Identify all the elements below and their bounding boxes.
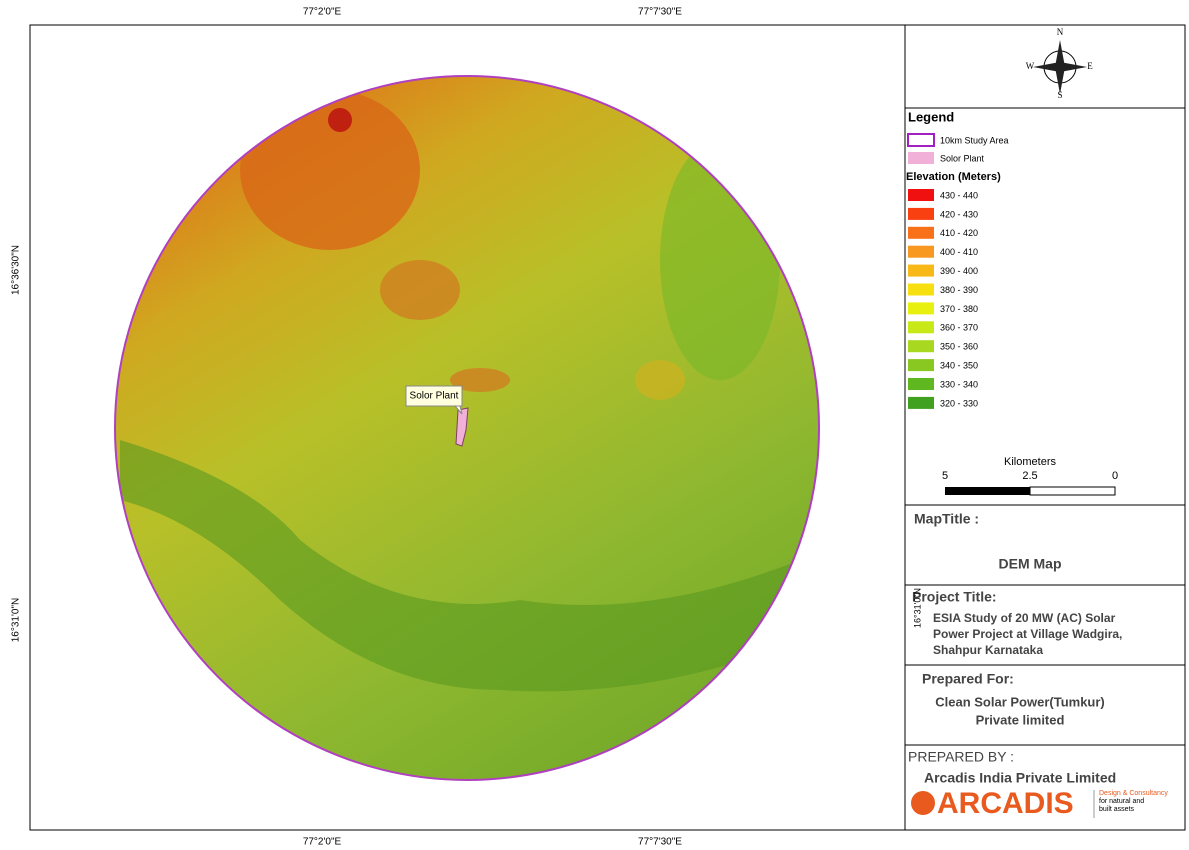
logo-tagline: Design & Consultancy bbox=[1099, 790, 1168, 797]
legend-label: 330 - 340 bbox=[940, 379, 978, 389]
client-line: Clean Solar Power(Tumkur) bbox=[935, 694, 1105, 709]
client-line: Private limited bbox=[976, 712, 1065, 727]
legend-swatch bbox=[908, 189, 934, 201]
scale-bar bbox=[1029, 486, 1116, 496]
callout-pointer bbox=[453, 405, 463, 415]
plant-label: Solor Plant bbox=[410, 391, 459, 402]
legend-swatch bbox=[908, 245, 934, 258]
legend-title: Legend bbox=[908, 109, 954, 124]
legend-subtitle: Elevation (Meters) bbox=[906, 171, 1001, 183]
legend-swatch bbox=[908, 378, 934, 390]
coord-label: 16°31'0"N bbox=[912, 588, 922, 628]
coord-label: 77°2'0"E bbox=[303, 837, 342, 848]
coord-label: 77°2'0"E bbox=[303, 7, 342, 18]
logo-mark bbox=[911, 791, 935, 815]
panel bbox=[904, 24, 1186, 831]
section-heading: PREPARED BY : bbox=[908, 749, 1014, 765]
legend-swatch bbox=[908, 264, 934, 277]
legend-label: 350 - 360 bbox=[940, 342, 978, 352]
legend-label: 370 - 380 bbox=[940, 304, 978, 314]
map-title: DEM Map bbox=[999, 556, 1062, 572]
legend-label: 420 - 430 bbox=[940, 209, 978, 219]
legend-label: 360 - 370 bbox=[940, 323, 978, 333]
section-heading: Prepared For: bbox=[922, 671, 1014, 687]
compass-letter: S bbox=[1057, 90, 1062, 100]
coord-label: 77°7'30"E bbox=[638, 7, 682, 18]
legend-swatch bbox=[908, 340, 934, 353]
solar-plant bbox=[455, 407, 469, 447]
legend-label: 10km Study Area bbox=[940, 135, 1009, 145]
logo-tagline: built assets bbox=[1099, 806, 1135, 813]
scale-bar bbox=[945, 487, 1030, 495]
legend-swatch bbox=[908, 207, 934, 220]
legend-swatch bbox=[908, 226, 934, 239]
legend-swatch bbox=[908, 396, 934, 409]
plant-callout bbox=[405, 385, 463, 407]
scale-label: 2.5 bbox=[1022, 470, 1037, 482]
legend-swatch bbox=[908, 321, 934, 334]
compass-letter: W bbox=[1026, 61, 1035, 71]
coord-label: 16°36'30"N bbox=[11, 245, 22, 295]
section-heading: MapTitle : bbox=[914, 511, 979, 527]
compass-letter: E bbox=[1087, 61, 1093, 71]
north-arrow bbox=[1033, 40, 1087, 94]
legend-label: 400 - 410 bbox=[940, 247, 978, 257]
logo-text: ARCADIS bbox=[937, 787, 1074, 820]
legend-label: 320 - 330 bbox=[940, 398, 978, 408]
legend-swatch bbox=[908, 302, 934, 315]
legend-swatch bbox=[908, 152, 934, 164]
study-area-boundary bbox=[114, 75, 820, 781]
legend-swatch bbox=[907, 133, 935, 147]
legend-label: 340 - 350 bbox=[940, 360, 978, 370]
legend-label: Solor Plant bbox=[940, 153, 985, 163]
scale-label: 0 bbox=[1112, 470, 1118, 482]
legend-swatch bbox=[908, 359, 934, 372]
coord-label: 77°7'30"E bbox=[638, 837, 682, 848]
dem-raster bbox=[115, 76, 819, 780]
project-line: Shahpur Karnataka bbox=[933, 643, 1043, 657]
legend-label: 410 - 420 bbox=[940, 228, 978, 238]
scale-unit: Kilometers bbox=[1004, 456, 1056, 468]
legend-label: 390 - 400 bbox=[940, 266, 978, 276]
coord-label: 16°31'0"N bbox=[11, 598, 22, 643]
compass-letter: N bbox=[1057, 27, 1064, 37]
section-heading: Project Title: bbox=[912, 589, 997, 605]
legend-label: 430 - 440 bbox=[940, 190, 978, 200]
project-line: Power Project at Village Wadgira, bbox=[933, 627, 1122, 641]
company-name: Arcadis India Private Limited bbox=[924, 770, 1116, 786]
logo-tagline: for natural and bbox=[1099, 798, 1144, 805]
project-line: ESIA Study of 20 MW (AC) Solar bbox=[933, 611, 1116, 625]
legend-swatch bbox=[908, 283, 934, 296]
legend-label: 380 - 390 bbox=[940, 285, 978, 295]
scale-label: 5 bbox=[942, 470, 948, 482]
